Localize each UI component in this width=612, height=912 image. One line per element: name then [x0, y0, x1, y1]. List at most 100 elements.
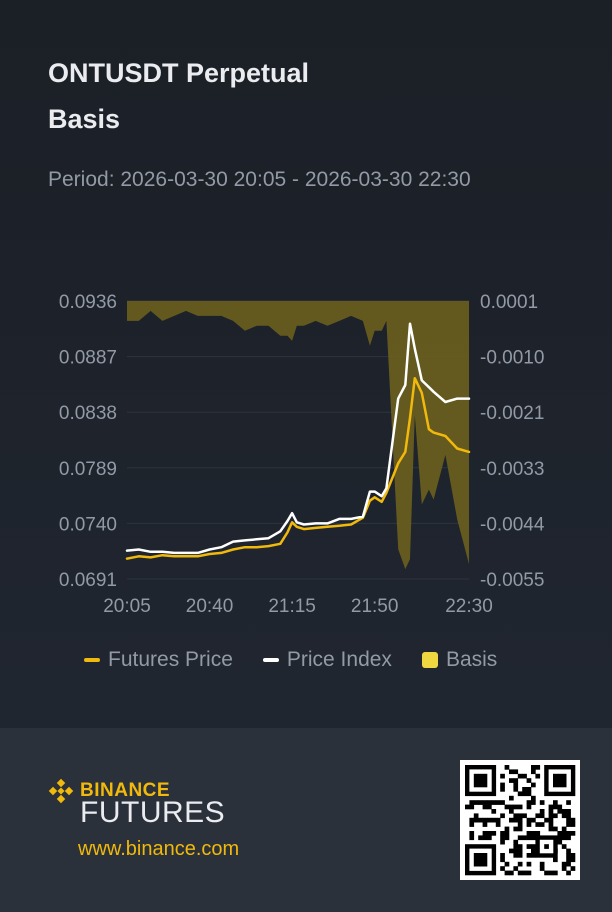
- basis-chart: 0.0936 0.0887 0.0838 0.0789 0.0740 0.0691 0.0…: [59, 292, 545, 617]
- qr-module: [561, 861, 567, 867]
- qr-module: [522, 835, 527, 841]
- qr-module: [509, 804, 514, 810]
- qr-module: [553, 813, 558, 819]
- qr-module: [513, 778, 519, 783]
- y-left-tick-label: 0.0740: [59, 514, 117, 535]
- y-right-axis: 0.0001 -0.0010 -0.0021 -0.0033 -0.0044 -0.005…: [480, 292, 545, 591]
- legend-futures-swatch: [84, 658, 100, 662]
- qr-module: [469, 800, 475, 805]
- qr-module: [526, 822, 532, 827]
- qr-module: [566, 835, 571, 841]
- qr-module: [513, 804, 519, 810]
- qr-module: [526, 844, 532, 849]
- qr-module: [482, 822, 488, 827]
- qr-module: [531, 800, 536, 805]
- qr-module: [482, 831, 488, 836]
- period-label: Period: 2026-03-30 20:05 - 2026-03-30 22…: [48, 168, 471, 191]
- y-left-tick-label: 0.0838: [59, 403, 117, 424]
- qr-module: [557, 835, 563, 841]
- qr-module: [500, 831, 505, 836]
- qr-module: [500, 866, 505, 871]
- qr-module: [522, 813, 527, 819]
- qr-module: [517, 804, 523, 810]
- qr-module: [491, 831, 497, 836]
- qr-module: [535, 813, 541, 819]
- qr-module: [535, 831, 541, 836]
- qr-module: [522, 787, 527, 792]
- y-left-tick-label: 0.0789: [59, 459, 117, 480]
- qr-module: [517, 861, 523, 867]
- qr-module: [500, 773, 505, 779]
- qr-module: [522, 773, 527, 779]
- qr-module: [553, 800, 558, 805]
- qr-module: [531, 835, 536, 841]
- qr-module: [491, 809, 497, 814]
- qr-module: [566, 813, 571, 819]
- y-left-tick-label: 0.0936: [59, 292, 117, 313]
- footer: BINANCE FUTURES www.binance.com: [0, 728, 612, 912]
- qr-module: [535, 822, 541, 827]
- x-tick-label: 21:50: [351, 596, 399, 617]
- qr-module: [548, 804, 554, 810]
- qr-module: [469, 822, 475, 827]
- website-link[interactable]: www.binance.com: [78, 838, 240, 860]
- qr-module: [526, 778, 532, 783]
- qr-module: [531, 795, 536, 801]
- qr-module: [495, 817, 501, 823]
- qr-module: [517, 791, 523, 797]
- qr-module: [509, 778, 514, 783]
- qr-code: [460, 760, 580, 880]
- qr-module: [513, 844, 519, 849]
- qr-module: [566, 848, 571, 854]
- qr-module: [504, 765, 510, 770]
- futures-price-line: [125, 376, 471, 560]
- qr-module: [570, 857, 576, 863]
- qr-module: [500, 857, 505, 863]
- qr-module: [504, 870, 510, 876]
- qr-module: [517, 844, 523, 849]
- qr-module: [566, 800, 571, 805]
- basis-area-fill: [127, 301, 469, 570]
- page-title: ONTUSDT Perpetual: [48, 58, 310, 88]
- qr-module: [491, 800, 497, 805]
- binance-diamond-icon: [48, 778, 74, 804]
- qr-module: [566, 870, 571, 876]
- qr-module: [561, 844, 567, 849]
- qr-module: [465, 804, 470, 810]
- qr-module: [517, 773, 523, 779]
- qr-module: [531, 782, 536, 788]
- qr-module: [570, 853, 576, 858]
- qr-module: [535, 773, 541, 779]
- qr-finder: [473, 853, 488, 867]
- qr-module: [513, 853, 519, 858]
- qr-module: [526, 817, 532, 823]
- qr-finder: [553, 773, 567, 788]
- qr-module: [548, 822, 554, 827]
- qr-module: [535, 765, 541, 770]
- qr-module: [487, 800, 492, 805]
- qr-module: [513, 817, 519, 823]
- qr-module: [557, 839, 563, 845]
- qr-module: [539, 866, 545, 871]
- qr-module: [544, 870, 549, 876]
- qr-module: [539, 861, 545, 867]
- qr-module: [504, 861, 510, 867]
- qr-module: [531, 831, 536, 836]
- qr-module: [566, 853, 571, 858]
- qr-module: [478, 835, 483, 841]
- qr-module: [473, 800, 479, 805]
- legend-basis-label: Basis: [445, 648, 498, 671]
- legend-item-index: Price Index: [262, 648, 392, 672]
- qr-align: [544, 844, 549, 849]
- legend-index-swatch: [262, 658, 279, 662]
- qr-module: [509, 809, 514, 814]
- legend-index-label: Price Index: [286, 648, 392, 671]
- qr-module: [517, 813, 523, 819]
- qr-module: [469, 804, 475, 810]
- qr-module: [526, 870, 532, 876]
- brand-name: BINANCE: [80, 780, 171, 801]
- qr-module: [566, 831, 571, 836]
- y-left-axis: 0.0936 0.0887 0.0838 0.0789 0.0740 0.0691: [59, 292, 117, 591]
- qr-module: [500, 839, 505, 845]
- qr-module: [526, 800, 532, 805]
